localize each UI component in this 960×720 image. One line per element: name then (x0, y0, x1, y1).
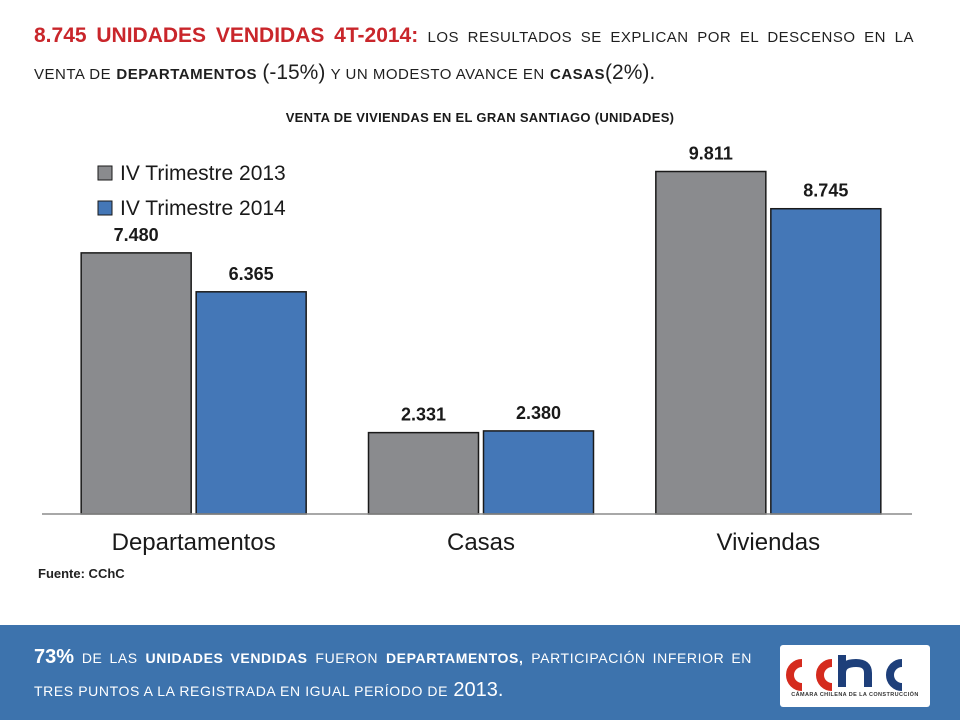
footer-text-3: PARTICIPACIÓN INFERIOR EN TRES PUNTOS A … (34, 650, 752, 699)
footer-text-2: FUERON (315, 650, 379, 666)
headline-text-2: Y UN MODESTO AVANCE EN (330, 66, 545, 83)
bar-chart: 7.480 6.365 Departamentos 2.331 2.380 Casas 9.… (42, 144, 912, 556)
headline-bold-1: DEPARTAMENTOS (116, 66, 258, 83)
bar-departamentos-2 (195, 291, 307, 515)
data-label: 9.811 (689, 144, 733, 164)
footer-bold-2: DEPARTAMENTOS, (385, 650, 524, 666)
logo-letter-h (838, 655, 872, 687)
footer-year: 2013 (453, 679, 498, 701)
cchc-logo-mark (786, 655, 903, 691)
headline-pct-2: (2%) (605, 61, 650, 84)
data-label: 6.365 (229, 264, 274, 284)
category-label: Departamentos (112, 529, 276, 556)
data-label: 2.331 (401, 405, 446, 425)
legend-swatch (97, 200, 113, 216)
legend-swatch (97, 165, 113, 181)
category-label: Viviendas (717, 529, 821, 556)
headline-end: . (649, 61, 656, 84)
bar-viviendas-1 (655, 170, 767, 515)
footer-banner: 73% DE LAS UNIDADES VENDIDAS FUERON DEPA… (0, 625, 960, 720)
logo-letter-c1 (786, 659, 803, 691)
data-label: 7.480 (114, 225, 159, 245)
bar-departamentos-1 (80, 252, 192, 515)
footer-text: 73% DE LAS UNIDADES VENDIDAS FUERON DEPA… (34, 641, 752, 707)
category-label: Casas (447, 529, 515, 556)
source-note: Fuente: CChC (38, 566, 125, 581)
bar-casas-1 (367, 431, 480, 515)
legend-label: IV Trimestre 2014 (120, 197, 286, 220)
data-label: 8.745 (803, 181, 848, 201)
logo-letter-c3 (886, 659, 903, 691)
footer-pct: 73% (34, 646, 75, 668)
cchc-logo: CÁMARA CHILENA DE LA CONSTRUCCIÓN (780, 645, 930, 707)
headline-text-1: LOS RESULTADOS SE EXPLICAN POR EL DESCEN… (34, 29, 914, 83)
data-label: 2.380 (516, 403, 561, 423)
bar-casas-2 (482, 430, 595, 515)
headline-units: 8.745 UNIDADES VENDIDAS 4T-2014: (34, 24, 419, 47)
headline-pct-1: (-15%) (262, 61, 326, 84)
headline-bold-2: CASAS (550, 66, 606, 83)
logo-caption: CÁMARA CHILENA DE LA CONSTRUCCIÓN (791, 692, 919, 698)
chart-title: VENTA DE VIVIENDAS EN EL GRAN SANTIAGO (… (285, 110, 675, 125)
footer-text-1: DE LAS (81, 650, 138, 666)
logo-letter-c2 (816, 659, 833, 691)
footer-bold-1: UNIDADES VENDIDAS (145, 650, 308, 666)
footer-end: . (497, 679, 504, 701)
headline: 8.745 UNIDADES VENDIDAS 4T-2014: LOS RES… (34, 18, 914, 92)
bar-viviendas-2 (770, 207, 882, 515)
legend-label: IV Trimestre 2013 (120, 162, 286, 185)
